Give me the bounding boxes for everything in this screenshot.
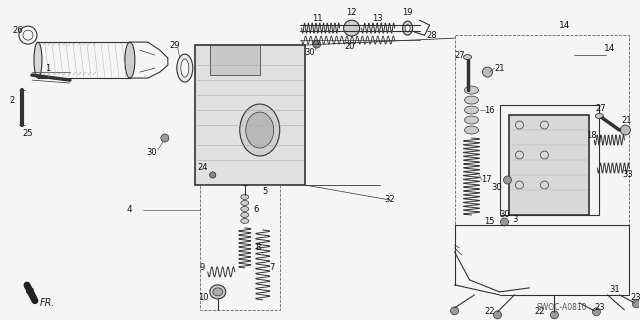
Circle shape (161, 134, 169, 142)
Text: 16: 16 (484, 106, 495, 115)
Ellipse shape (595, 114, 604, 118)
Text: 7: 7 (269, 263, 275, 272)
Text: 10: 10 (198, 293, 209, 302)
Circle shape (483, 67, 493, 77)
Ellipse shape (465, 96, 479, 104)
Ellipse shape (241, 212, 249, 218)
Text: 14: 14 (604, 44, 615, 52)
Circle shape (210, 172, 216, 178)
Circle shape (344, 20, 360, 36)
Text: 27: 27 (595, 104, 605, 113)
Text: 20: 20 (344, 42, 355, 51)
Text: FR.: FR. (40, 298, 56, 308)
Ellipse shape (465, 106, 479, 114)
Bar (200, 185, 280, 310)
Circle shape (313, 40, 321, 48)
Ellipse shape (241, 195, 249, 199)
Text: 30: 30 (491, 183, 502, 192)
Circle shape (451, 307, 458, 315)
Text: 27: 27 (454, 51, 465, 60)
Ellipse shape (241, 219, 249, 223)
Text: SWOC-A0810: SWOC-A0810 (536, 303, 587, 312)
Text: 14: 14 (559, 20, 570, 30)
Circle shape (593, 308, 600, 316)
Text: 23: 23 (630, 293, 640, 302)
Bar (454, 35, 629, 225)
Text: 19: 19 (403, 8, 413, 17)
Text: 30: 30 (147, 148, 157, 156)
Text: 15: 15 (484, 217, 495, 227)
Circle shape (210, 172, 216, 178)
Text: 32: 32 (384, 196, 395, 204)
Text: 18: 18 (586, 131, 596, 140)
Ellipse shape (125, 42, 135, 78)
Text: 28: 28 (426, 31, 437, 40)
Ellipse shape (212, 288, 223, 296)
Text: 21: 21 (494, 64, 505, 73)
Ellipse shape (405, 25, 410, 32)
Text: 6: 6 (253, 205, 259, 214)
Text: 30: 30 (305, 48, 315, 57)
Bar (195, 45, 305, 185)
Text: 9: 9 (199, 263, 204, 272)
Ellipse shape (240, 104, 280, 156)
Ellipse shape (34, 42, 42, 78)
Circle shape (500, 218, 509, 226)
Ellipse shape (181, 59, 189, 77)
Ellipse shape (403, 21, 413, 35)
Text: 2: 2 (10, 96, 15, 105)
Text: 17: 17 (481, 175, 492, 185)
Text: 4: 4 (127, 205, 132, 214)
Ellipse shape (241, 206, 249, 212)
Text: 22: 22 (534, 307, 545, 316)
Ellipse shape (241, 200, 249, 205)
Ellipse shape (465, 126, 479, 134)
Text: 30: 30 (499, 211, 510, 220)
Text: 3: 3 (512, 215, 517, 224)
Ellipse shape (465, 116, 479, 124)
Bar (499, 105, 600, 215)
Circle shape (620, 125, 630, 135)
Ellipse shape (177, 54, 193, 82)
Circle shape (493, 311, 502, 319)
Text: 31: 31 (609, 285, 620, 294)
Circle shape (550, 311, 559, 319)
Text: 25: 25 (23, 129, 33, 138)
Ellipse shape (246, 112, 274, 148)
Text: 26: 26 (13, 26, 23, 35)
Circle shape (632, 300, 640, 308)
Text: 29: 29 (170, 41, 180, 50)
Text: 12: 12 (346, 8, 357, 17)
Text: 11: 11 (312, 14, 323, 23)
Bar (210, 45, 260, 75)
Text: 23: 23 (594, 303, 605, 312)
Ellipse shape (463, 55, 472, 60)
Text: 5: 5 (262, 188, 268, 196)
Ellipse shape (465, 86, 479, 94)
Bar (509, 115, 589, 215)
Text: 33: 33 (622, 171, 633, 180)
Text: 1: 1 (45, 64, 51, 73)
Circle shape (504, 176, 511, 184)
Text: 8: 8 (255, 244, 260, 252)
Text: 22: 22 (484, 307, 495, 316)
Ellipse shape (210, 285, 226, 299)
Text: 21: 21 (621, 116, 632, 124)
Text: 24: 24 (198, 164, 208, 172)
Text: 13: 13 (372, 14, 383, 23)
